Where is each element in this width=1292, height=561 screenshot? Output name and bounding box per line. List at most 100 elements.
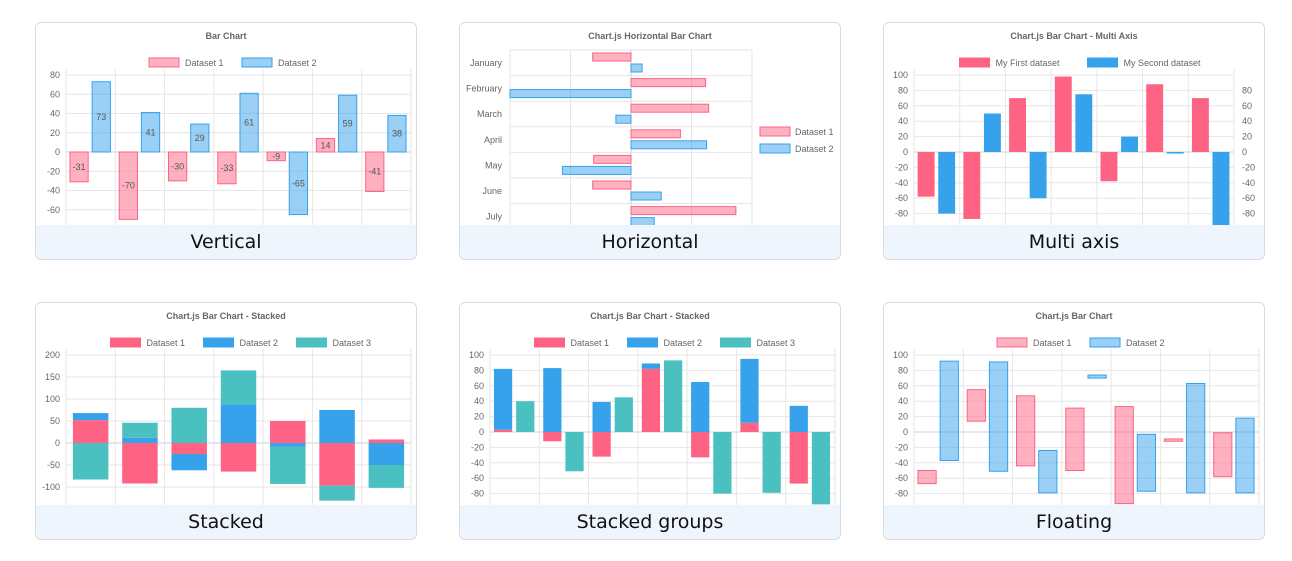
- card-caption: Stacked groups: [460, 505, 840, 539]
- y-tick-label: 0: [903, 427, 908, 437]
- chart-title: Chart.js Bar Chart - Stacked: [166, 311, 286, 321]
- chart-card-stacked-groups[interactable]: Chart.js Bar Chart - Stacked Dataset 1 Dat…: [459, 302, 841, 540]
- bar: [368, 465, 405, 488]
- bar: [1121, 136, 1138, 152]
- bar: [220, 443, 257, 472]
- bar-value-label: 73: [96, 112, 106, 122]
- bar-value-label: -33: [220, 163, 233, 173]
- bar: [217, 151, 237, 185]
- y-right-tick-label: 20: [1242, 132, 1252, 142]
- y-right-tick-label: 80: [1242, 85, 1252, 95]
- y-right-tick-label: -20: [1242, 162, 1255, 172]
- bar: [917, 152, 935, 197]
- bar: [938, 152, 956, 214]
- bar: [740, 358, 759, 423]
- chart-card-horizontal[interactable]: Chart.js Horizontal Bar Chart January Febr…: [459, 22, 841, 260]
- legend-label: Dataset 2: [664, 338, 703, 348]
- bar-value-label: -9: [272, 151, 280, 161]
- legend-item: Dataset 2: [759, 143, 834, 154]
- bar: [641, 368, 661, 432]
- bar: [338, 94, 358, 153]
- y-tick-label: -20: [895, 162, 908, 172]
- bar: [630, 63, 643, 73]
- legend-swatch: [241, 57, 273, 68]
- y-tick-label: 100: [893, 70, 908, 80]
- bar: [641, 363, 661, 369]
- bar: [220, 370, 257, 405]
- bar: [691, 432, 710, 458]
- y-tick-label: 40: [898, 116, 908, 126]
- bar: [493, 429, 513, 432]
- card-caption: Multi axis: [884, 225, 1264, 259]
- y-tick-label: 80: [474, 365, 484, 375]
- y-category-label: January: [470, 58, 503, 68]
- bar: [72, 420, 109, 443]
- y-tick-label: -100: [42, 482, 60, 492]
- y-tick-label: 100: [469, 350, 484, 360]
- y-right-tick-label: 60: [1242, 101, 1252, 111]
- y-tick-label: 150: [45, 372, 60, 382]
- legend-item: Dataset 2: [627, 337, 703, 348]
- bar: [270, 443, 306, 447]
- bar: [592, 52, 632, 62]
- bar: [91, 81, 111, 153]
- stacked-bar-chart: Chart.js Bar Chart - Stacked Dataset 1 Dat…: [42, 311, 412, 509]
- y-tick-label: 100: [45, 394, 60, 404]
- y-category-label: March: [477, 109, 502, 119]
- bar-value-label: 29: [195, 133, 205, 143]
- bar: [789, 405, 808, 432]
- legend-label: My First dataset: [996, 58, 1061, 68]
- bar: [171, 443, 207, 454]
- bar: [190, 123, 210, 153]
- legend-swatch: [203, 337, 234, 348]
- bar: [966, 389, 986, 422]
- bar: [319, 443, 355, 486]
- legend-label: Dataset 1: [185, 58, 224, 68]
- bar: [516, 401, 535, 432]
- y-tick-label: 200: [45, 350, 60, 360]
- bar: [315, 138, 336, 153]
- bar-value-label: 59: [343, 119, 353, 129]
- legend-item: Dataset 3: [296, 337, 371, 348]
- bar: [140, 112, 161, 153]
- y-right-tick-label: 0: [1242, 147, 1247, 157]
- y-right-tick-label: -60: [1242, 193, 1255, 203]
- y-tick-label: -20: [47, 166, 60, 176]
- chart-card-multi-axis[interactable]: Chart.js Bar Chart - Multi Axis My First …: [883, 22, 1265, 260]
- y-tick-label: 80: [898, 85, 908, 95]
- bar: [630, 140, 708, 150]
- y-tick-label: -60: [895, 193, 908, 203]
- y-tick-label: 0: [55, 438, 60, 448]
- bar: [1038, 449, 1058, 494]
- legend-item: My First dataset: [959, 57, 1061, 68]
- y-tick-label: 40: [474, 396, 484, 406]
- legend-item: Dataset 1: [110, 337, 185, 348]
- legend-swatch: [759, 143, 791, 154]
- multi-axis-bar-chart: Chart.js Bar Chart - Multi Axis My First …: [893, 31, 1255, 229]
- chart-title: Chart.js Bar Chart: [1035, 311, 1112, 321]
- chart-card-floating[interactable]: Chart.js Bar Chart Dataset 1 Dataset 2 100 8…: [883, 302, 1265, 540]
- bar-value-label: 61: [244, 118, 254, 128]
- bar: [171, 407, 207, 443]
- bar: [988, 361, 1009, 472]
- chart-card-vertical[interactable]: Bar Chart Dataset 1 Dataset 2 80 60 40 20 0 -20 -…: [35, 22, 417, 260]
- bar: [1114, 406, 1134, 505]
- bar-value-label: -65: [292, 178, 305, 188]
- bar: [1075, 94, 1093, 152]
- horizontal-bar-chart: Chart.js Horizontal Bar Chart January Febr…: [466, 31, 834, 229]
- bar: [963, 152, 981, 219]
- legend-swatch: [534, 337, 565, 348]
- chart-title: Chart.js Bar Chart - Multi Axis: [1010, 31, 1137, 41]
- y-tick-label: 100: [893, 350, 908, 360]
- bar: [592, 180, 632, 190]
- bar: [565, 432, 584, 472]
- y-right-tick-label: -80: [1242, 209, 1255, 219]
- bar-value-label: -30: [171, 161, 184, 171]
- chart-card-stacked[interactable]: Chart.js Bar Chart - Stacked Dataset 1 Dat…: [35, 302, 417, 540]
- legend-label: Dataset 2: [1126, 338, 1165, 348]
- y-tick-label: -40: [895, 178, 908, 188]
- y-tick-label: 60: [898, 381, 908, 391]
- bar: [288, 151, 308, 216]
- bar: [1163, 438, 1184, 442]
- bar: [1235, 417, 1255, 494]
